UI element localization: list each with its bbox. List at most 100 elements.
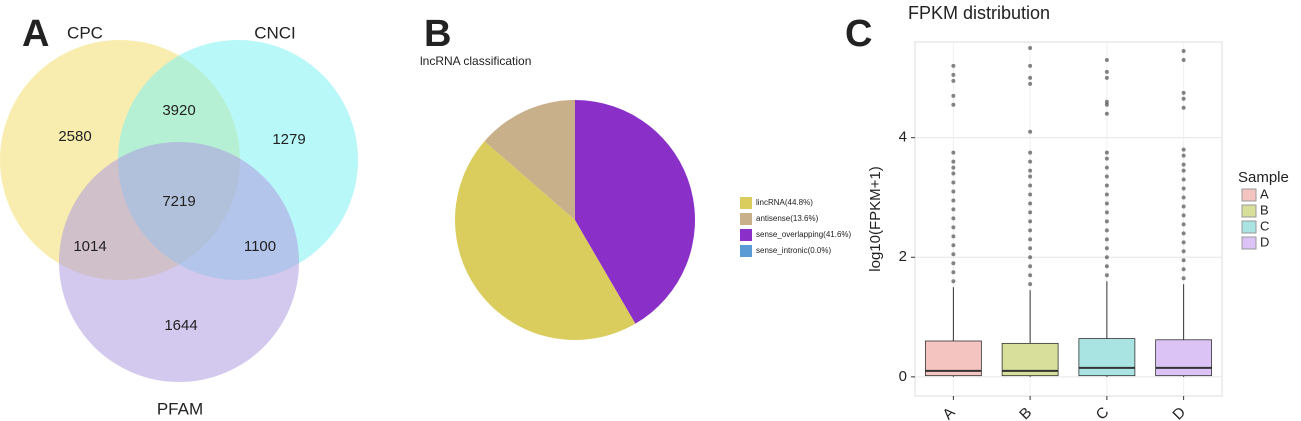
panel-label: B [424, 13, 451, 55]
outlier [951, 165, 956, 170]
outlier [1104, 219, 1109, 224]
outlier [1181, 222, 1186, 227]
outlier [1181, 186, 1186, 191]
chart-title: FPKM distribution [908, 3, 1050, 23]
region-count: 3920 [162, 102, 195, 119]
legend-label: antisense(13.6%) [756, 214, 819, 223]
outlier [1104, 183, 1109, 188]
outlier [1028, 168, 1033, 173]
region-count: 1100 [244, 238, 276, 255]
outlier [1181, 147, 1186, 152]
outlier [1104, 111, 1109, 116]
outlier [951, 78, 956, 83]
outlier [951, 171, 956, 176]
outlier [1181, 96, 1186, 101]
outlier [1104, 150, 1109, 155]
legend-key [740, 213, 752, 225]
outlier [1028, 183, 1033, 188]
outlier [951, 189, 956, 194]
outlier [951, 261, 956, 266]
outlier [1104, 165, 1109, 170]
legend-key [740, 229, 752, 241]
outlier [1028, 81, 1033, 86]
legend-label: sense_intronic(0.0%) [756, 246, 831, 255]
outlier [1181, 249, 1186, 254]
legend-title: Sample [1238, 169, 1289, 186]
outlier [1028, 237, 1033, 242]
outlier [1104, 156, 1109, 161]
outlier [951, 252, 956, 257]
outlier [1028, 201, 1033, 206]
legend-label: C [1260, 218, 1269, 233]
panel-label: A [22, 13, 49, 55]
set-label: PFAM [157, 399, 203, 418]
outlier [1181, 240, 1186, 245]
outlier [1104, 75, 1109, 80]
outlier [951, 72, 956, 77]
outlier [1104, 273, 1109, 278]
outlier [1028, 75, 1033, 80]
outlier [1104, 69, 1109, 74]
outlier [1104, 237, 1109, 242]
legend-label: sense_overlapping(41.6%) [756, 230, 852, 239]
outlier [1181, 231, 1186, 236]
region-count: 1644 [164, 317, 197, 334]
outlier [1028, 255, 1033, 260]
outlier [1028, 63, 1033, 68]
outlier [951, 216, 956, 221]
outlier [951, 180, 956, 185]
region-count: 1014 [73, 238, 106, 255]
outlier [1104, 102, 1109, 107]
outlier [1104, 192, 1109, 197]
outlier [1181, 195, 1186, 200]
outlier [1104, 210, 1109, 215]
legend-key [1241, 220, 1257, 234]
outlier [1104, 246, 1109, 251]
outlier [1104, 174, 1109, 179]
outlier [1028, 228, 1033, 233]
region-count: 7219 [162, 193, 195, 210]
pie-title: lncRNA classification [420, 54, 531, 68]
outlier [951, 234, 956, 239]
outlier [1028, 150, 1033, 155]
outlier [1028, 273, 1033, 278]
pie-slice [455, 141, 636, 341]
plot-area [914, 41, 1223, 397]
set-label: CNCI [254, 23, 296, 42]
x-tick-label: A [939, 404, 958, 421]
x-tick-label: B [1016, 404, 1035, 421]
legend-label: A [1260, 186, 1269, 201]
outlier [951, 207, 956, 212]
legend-label: D [1260, 234, 1269, 249]
outlier [1028, 129, 1033, 134]
outlier [1104, 228, 1109, 233]
outlier [1028, 282, 1033, 287]
outlier [1028, 174, 1033, 179]
outlier [1104, 255, 1109, 260]
region-count: 1279 [272, 131, 305, 148]
legend-label: lincRNA(44.8%) [756, 198, 813, 207]
outlier [1028, 264, 1033, 269]
outlier [951, 63, 956, 68]
panel-label: C [845, 13, 872, 55]
x-tick-label: D [1169, 404, 1189, 421]
legend-key [740, 197, 752, 209]
outlier [1104, 201, 1109, 206]
outlier [1181, 57, 1186, 62]
outlier [951, 150, 956, 155]
outlier [951, 93, 956, 98]
pie-slice [575, 100, 696, 324]
outlier [1104, 57, 1109, 62]
region-count: 2580 [58, 128, 91, 145]
outlier [1028, 246, 1033, 251]
outlier [951, 243, 956, 248]
outlier [1104, 264, 1109, 269]
y-axis-label: log10(FPKM+1) [867, 166, 884, 271]
outlier [1181, 177, 1186, 182]
outlier [951, 102, 956, 107]
legend-key [1241, 204, 1257, 218]
y-tick-label: 0 [899, 368, 907, 385]
box [1155, 339, 1213, 377]
legend-key [1241, 236, 1257, 250]
